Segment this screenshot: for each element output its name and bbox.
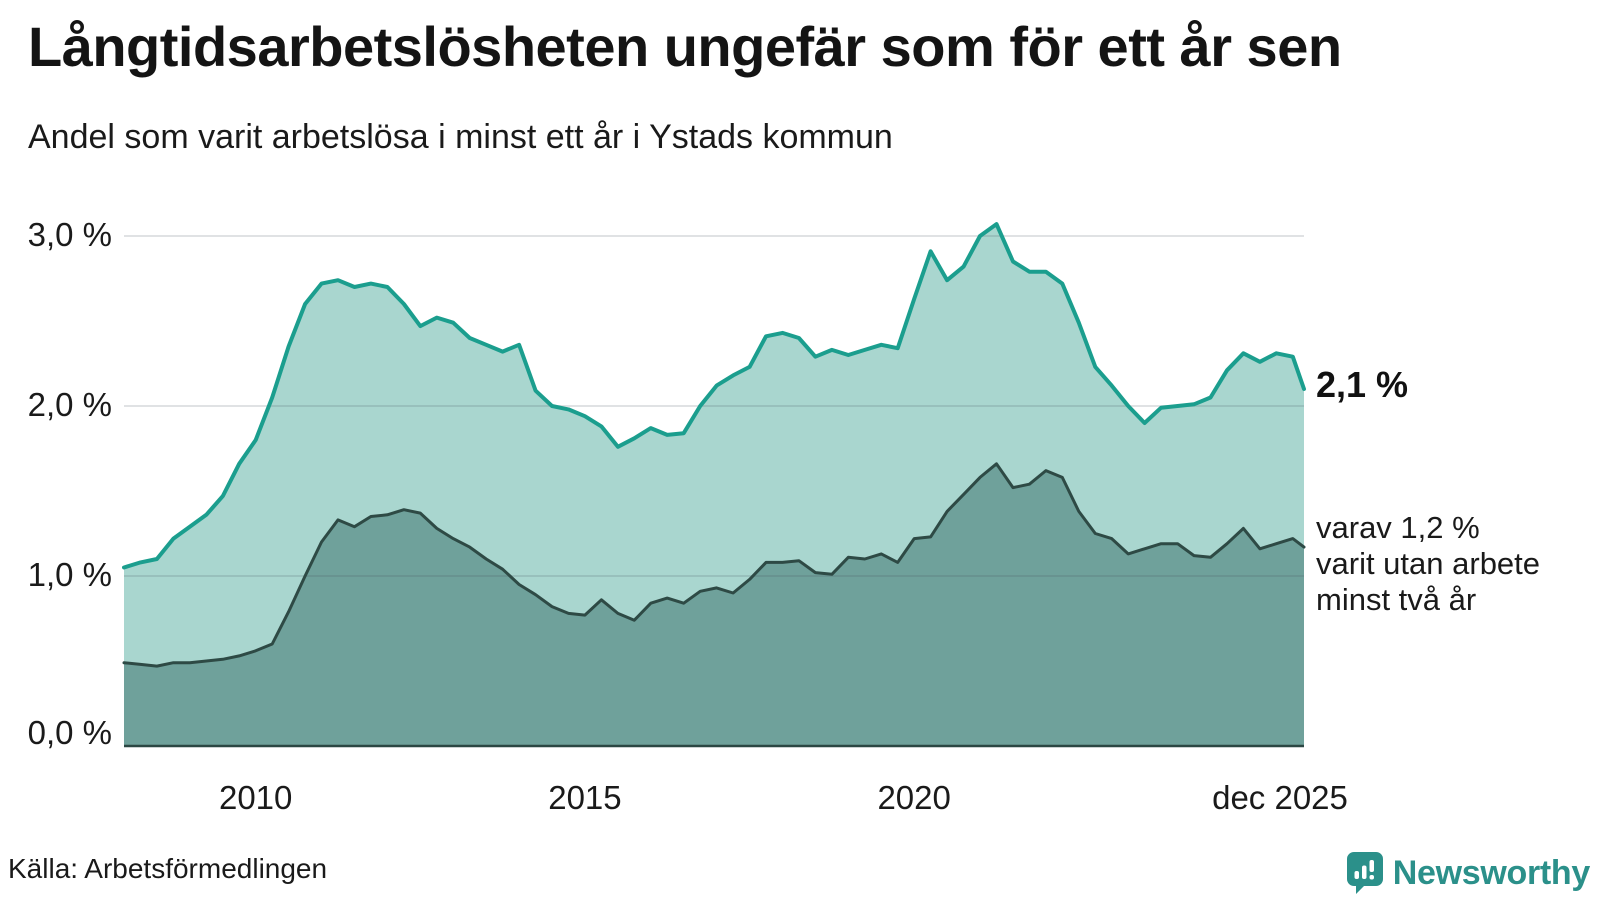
newsworthy-logo: Newsworthy: [1346, 852, 1591, 894]
chart-subtitle: Andel som varit arbetslösa i minst ett å…: [28, 118, 893, 156]
x-axis-label-2010: 2010: [218, 779, 293, 816]
newsworthy-logo-icon: [1346, 852, 1383, 894]
series-2yr-line: [122, 462, 1306, 668]
series-2yr-area: [124, 463, 1304, 746]
x-axis-label-dec-2025: dec 2025: [1212, 779, 1348, 816]
source-note: Källa: Arbetsförmedlingen: [8, 853, 328, 884]
series-1yr-line: [122, 222, 1306, 570]
series2-end-note-label: varav 1,2 % varit utan arbete minst två …: [1316, 510, 1541, 617]
series1-end-value-label: 2,1 %: [1316, 364, 1409, 405]
x-axis-label-2020: 2020: [877, 779, 951, 816]
newsworthy-wordmark: Newsworthy: [1392, 853, 1591, 892]
y-axis-label-3: 3,0 %: [27, 216, 112, 253]
x-axis-label-2015: 2015: [548, 779, 622, 816]
chart-title: Långtidsarbetslösheten ungefär som för e…: [28, 15, 1342, 78]
y-axis-label-0: 0,0 %: [27, 714, 112, 751]
area-chart: [122, 222, 1306, 748]
y-axis-label-1: 1,0 %: [27, 556, 112, 593]
y-axis-label-2: 2,0 %: [27, 386, 112, 423]
